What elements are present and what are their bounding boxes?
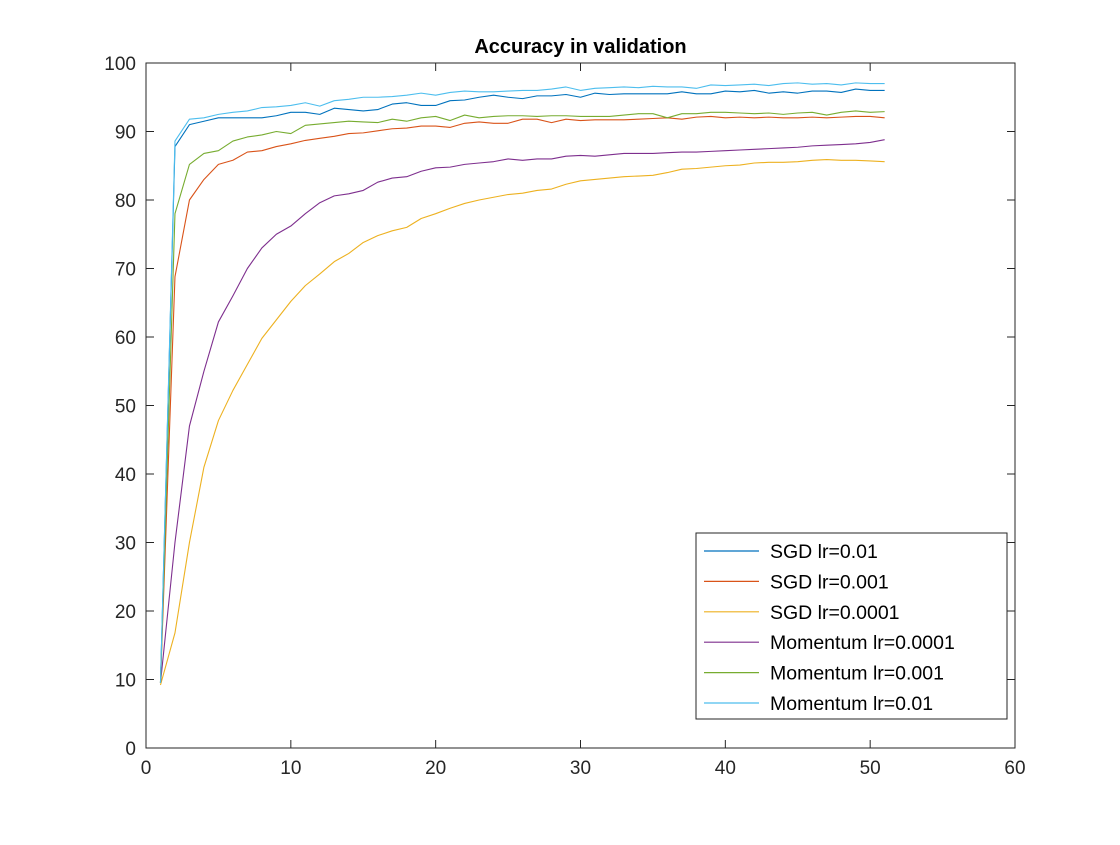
y-tick-label-5: 50	[115, 397, 136, 418]
series-line-1	[159, 115, 885, 683]
x-tick-label-3: 30	[570, 758, 591, 779]
y-tick-label-6: 60	[115, 328, 136, 349]
legend-label-5: Momentum lr=0.01	[770, 693, 933, 715]
legend-label-0: SGD lr=0.01	[770, 541, 878, 563]
y-tick-label-8: 80	[115, 191, 136, 212]
x-tick-label-5: 50	[860, 758, 881, 779]
y-tick-label-2: 20	[115, 602, 136, 623]
legend-label-1: SGD lr=0.001	[770, 571, 889, 593]
y-tick-label-0: 0	[125, 739, 136, 760]
legend: SGD lr=0.01 SGD lr=0.001 SGD lr=0.0001 Mome…	[695, 532, 1008, 720]
series-line-4	[159, 110, 885, 683]
legend-label-2: SGD lr=0.0001	[770, 602, 900, 624]
legend-label-4: Momentum lr=0.001	[770, 663, 944, 685]
x-tick-label-4: 40	[715, 758, 736, 779]
legend-label-3: Momentum lr=0.0001	[770, 632, 955, 654]
axes-layer: 0 10 20 30 40 50 60 0 10 20 30 40 50 60 70 80 90 100	[104, 54, 1025, 779]
x-tick-label-6: 60	[1004, 758, 1025, 779]
y-tick-label-1: 10	[115, 671, 136, 692]
x-tick-label-1: 10	[280, 758, 301, 779]
y-tick-label-7: 70	[115, 260, 136, 281]
y-tick-label-9: 90	[115, 123, 136, 144]
chart-title: Accuracy in validation	[474, 36, 686, 58]
series-line-3	[159, 139, 885, 683]
x-tick-label-0: 0	[141, 758, 152, 779]
y-tick-label-10: 100	[104, 54, 136, 75]
series-line-5	[159, 82, 885, 683]
x-tick-label-2: 20	[425, 758, 446, 779]
legend-box	[695, 532, 1008, 720]
series-line-0	[159, 88, 885, 683]
y-tick-label-3: 30	[115, 534, 136, 555]
series-line-2	[159, 159, 885, 686]
series-layer	[159, 82, 885, 686]
y-tick-label-4: 40	[115, 465, 136, 486]
